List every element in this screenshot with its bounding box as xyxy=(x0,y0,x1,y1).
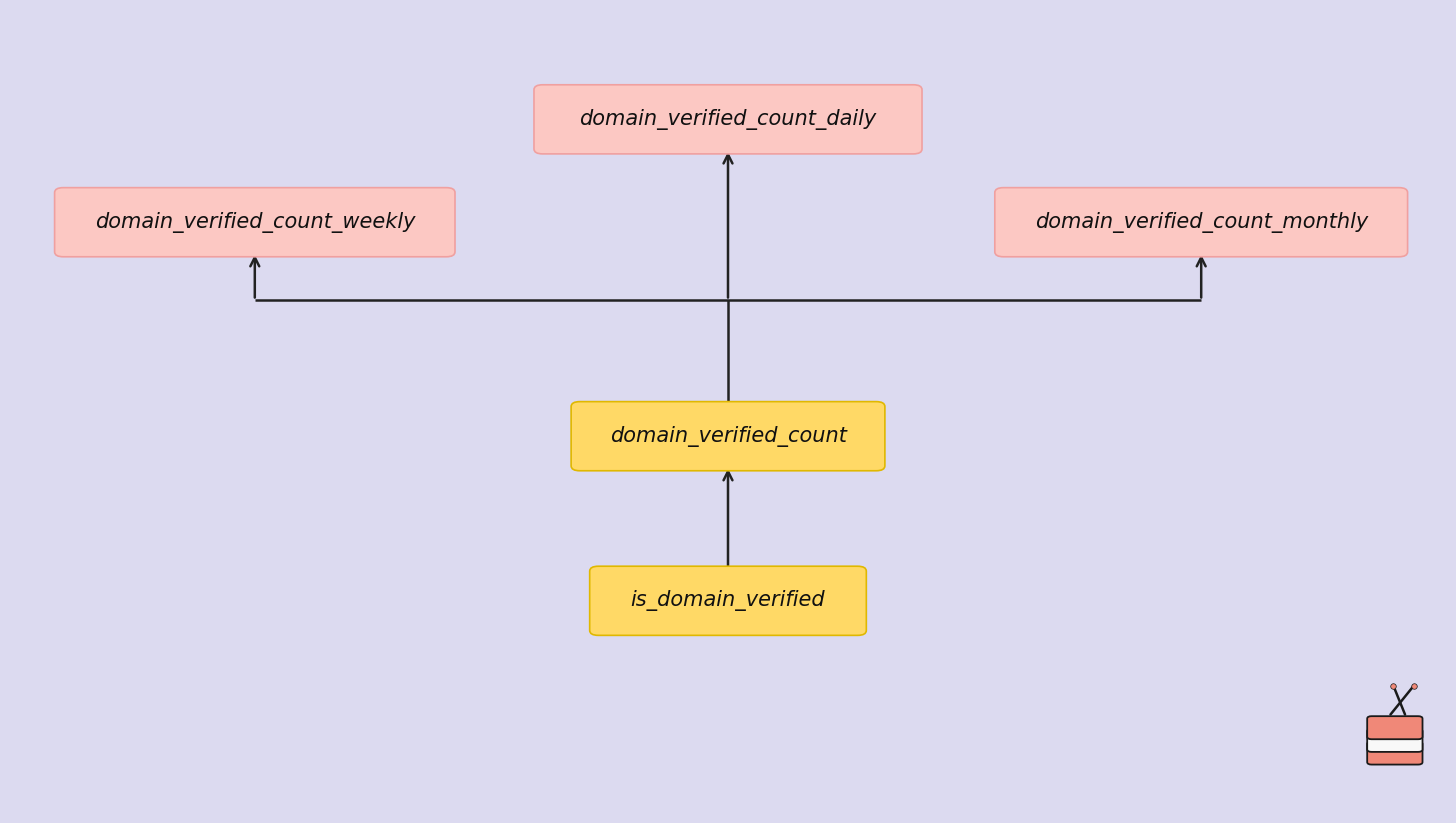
Text: domain_verified_count_monthly: domain_verified_count_monthly xyxy=(1035,212,1367,233)
Text: domain_verified_count_weekly: domain_verified_count_weekly xyxy=(95,212,415,233)
FancyBboxPatch shape xyxy=(534,85,922,154)
FancyBboxPatch shape xyxy=(1367,742,1423,765)
FancyBboxPatch shape xyxy=(54,188,454,257)
FancyBboxPatch shape xyxy=(571,402,885,471)
FancyBboxPatch shape xyxy=(1367,729,1423,752)
Text: domain_verified_count_daily: domain_verified_count_daily xyxy=(579,109,877,130)
Text: is_domain_verified: is_domain_verified xyxy=(630,590,826,611)
FancyBboxPatch shape xyxy=(1367,716,1423,739)
FancyBboxPatch shape xyxy=(590,566,866,635)
FancyBboxPatch shape xyxy=(994,188,1408,257)
Text: domain_verified_count: domain_verified_count xyxy=(610,425,846,447)
